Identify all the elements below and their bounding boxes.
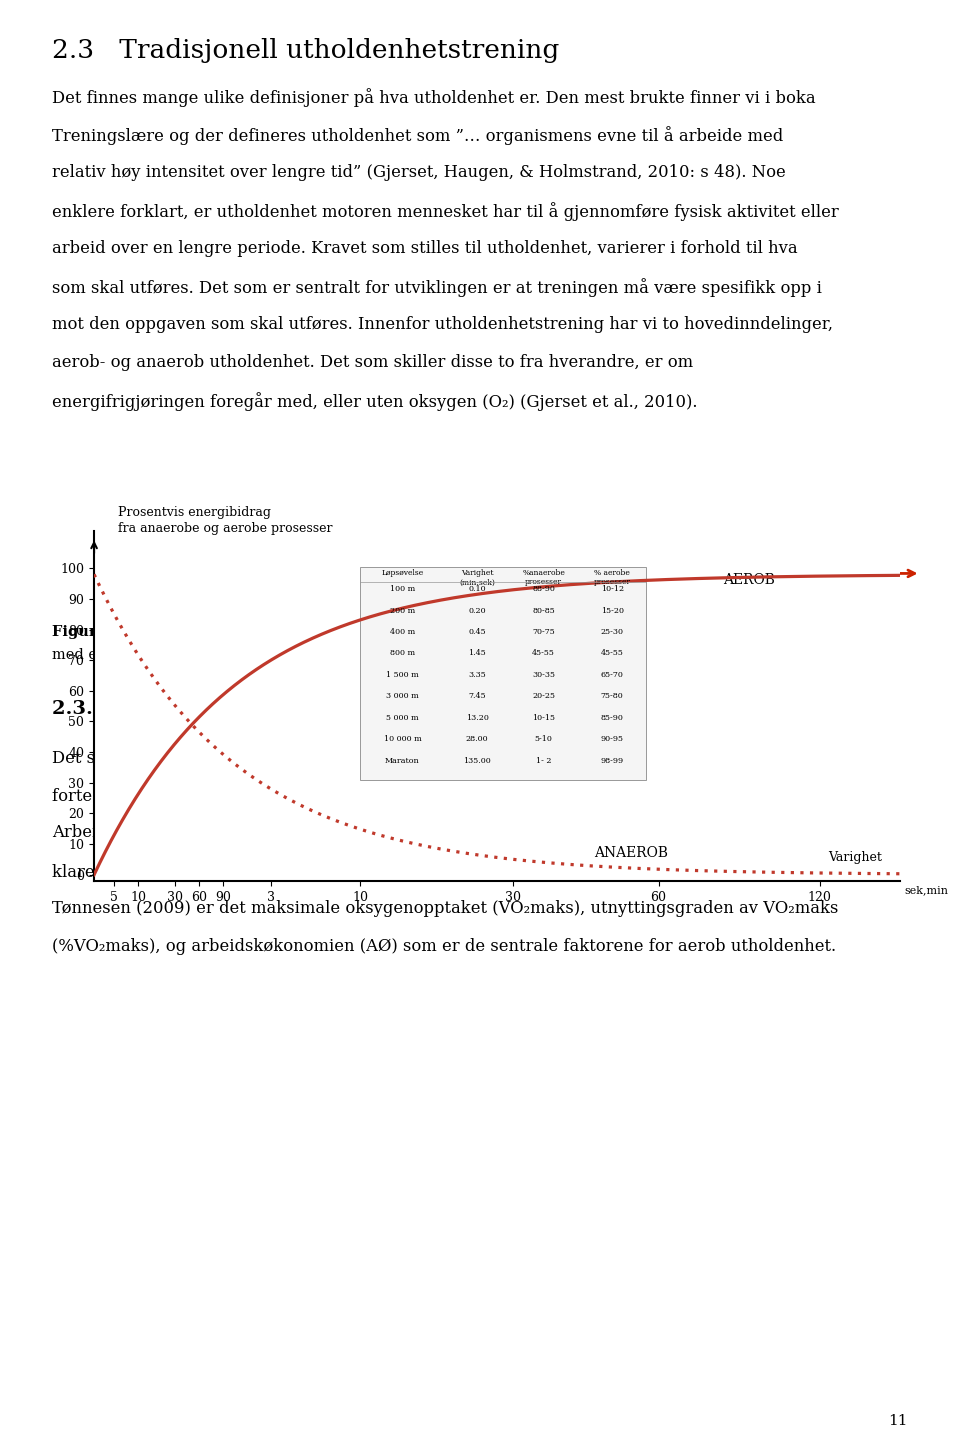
Text: minutter: minutter bbox=[571, 575, 633, 590]
Text: 5-10: 5-10 bbox=[535, 735, 553, 743]
Text: klarer å få tilført nok O₂ til musklene slik at de ikke stivner. I følge doktorg: klarer å få tilført nok O₂ til musklene … bbox=[52, 862, 803, 881]
Text: med en gitt varighet (Gjerset , 1992).: med en gitt varighet (Gjerset , 1992). bbox=[52, 648, 329, 662]
Text: aerob- og anaerob utholdenhet. Det som skiller disse to fra hverandre, er om: aerob- og anaerob utholdenhet. Det som s… bbox=[52, 354, 693, 371]
Text: 75-80: 75-80 bbox=[601, 693, 624, 700]
Text: 98-99: 98-99 bbox=[601, 757, 624, 764]
Text: 28.00: 28.00 bbox=[466, 735, 489, 743]
Text: 20-25: 20-25 bbox=[532, 693, 555, 700]
Text: Det stilles størst krav til utholdenhet innenfor idretter der det handler om å f: Det stilles størst krav til utholdenhet … bbox=[52, 748, 789, 767]
Text: % aerobe
prosesser: % aerobe prosesser bbox=[593, 569, 631, 587]
Text: enklere forklart, er utholdenhet motoren mennesket har til å gjennomføre fysisk : enklere forklart, er utholdenhet motoren… bbox=[52, 202, 839, 221]
Text: 7.45: 7.45 bbox=[468, 693, 486, 700]
Text: 13.20: 13.20 bbox=[466, 713, 489, 722]
Text: fra anaerobe og aerobe prosesser: fra anaerobe og aerobe prosesser bbox=[118, 521, 333, 534]
Text: 0.10: 0.10 bbox=[468, 585, 486, 593]
Text: som skal utføres. Det som er sentralt for utviklingen er at treningen må være sp: som skal utføres. Det som er sentralt fo… bbox=[52, 278, 822, 297]
Text: 10 000 m: 10 000 m bbox=[384, 735, 421, 743]
Text: Løpsøvelse: Løpsøvelse bbox=[381, 569, 423, 577]
Text: Treningslære og der defineres utholdenhet som ”… organismens evne til å arbeide : Treningslære og der defineres utholdenhe… bbox=[52, 127, 783, 146]
Text: 1 500 m: 1 500 m bbox=[386, 671, 419, 678]
Text: mot den oppgaven som skal utføres. Innenfor utholdenhetstrening har vi to hovedi: mot den oppgaven som skal utføres. Innen… bbox=[52, 316, 833, 333]
Text: (%VO₂maks), og arbeidskøkonomien (AØ) som er de sentrale faktorene for aerob uth: (%VO₂maks), og arbeidskøkonomien (AØ) so… bbox=[52, 939, 836, 955]
Text: %anaerobe
prosesser: %anaerobe prosesser bbox=[522, 569, 565, 587]
Text: Varighet: Varighet bbox=[828, 852, 882, 865]
Text: 1- 2: 1- 2 bbox=[536, 757, 551, 764]
Text: 400 m: 400 m bbox=[390, 628, 415, 636]
Text: 85-90: 85-90 bbox=[601, 713, 624, 722]
Text: ANAEROB: ANAEROB bbox=[594, 846, 668, 860]
Text: Varighet
(min:sek): Varighet (min:sek) bbox=[459, 569, 495, 587]
Text: 70-75: 70-75 bbox=[532, 628, 555, 636]
Text: 10-12: 10-12 bbox=[601, 585, 624, 593]
Text: fortest mulig fra start til mål eller der varigheten er mer enn fire til fem min: fortest mulig fra start til mål eller de… bbox=[52, 786, 733, 805]
Text: 10-15: 10-15 bbox=[532, 713, 555, 722]
Text: 45-55: 45-55 bbox=[532, 649, 555, 658]
Text: sekunder: sekunder bbox=[181, 575, 248, 590]
Text: 800 m: 800 m bbox=[390, 649, 415, 658]
Text: Prosentvis energibidrag: Prosentvis energibidrag bbox=[118, 507, 272, 520]
Text: sek,min: sek,min bbox=[904, 885, 948, 895]
Text: 45-55: 45-55 bbox=[601, 649, 624, 658]
Text: 0.45: 0.45 bbox=[468, 628, 486, 636]
Text: 11: 11 bbox=[889, 1414, 908, 1428]
Text: 3.35: 3.35 bbox=[468, 671, 486, 678]
Text: energifrigjøringen foregår med, eller uten oksygen (O₂) (Gjerset et al., 2010).: energifrigjøringen foregår med, eller ut… bbox=[52, 392, 698, 411]
Text: 200 m: 200 m bbox=[390, 607, 415, 614]
Text: 30-35: 30-35 bbox=[532, 671, 555, 678]
Text: Figur 2.1:: Figur 2.1: bbox=[52, 626, 132, 639]
Text: Arbeidsbelastningen i disse idrettene er relativt høy, men er ikke høyere enn at: Arbeidsbelastningen i disse idrettene er… bbox=[52, 824, 792, 842]
Text: 1.45: 1.45 bbox=[468, 649, 486, 658]
Text: Det finnes mange ulike definisjoner på hva utholdenhet er. Den mest brukte finne: Det finnes mange ulike definisjoner på h… bbox=[52, 87, 816, 106]
Text: 25-30: 25-30 bbox=[601, 628, 624, 636]
Text: 90-95: 90-95 bbox=[601, 735, 624, 743]
Text: viser det prosentvise energibidraget fra anaerobe og aerobe prosesser ved maksim: viser det prosentvise energibidraget fra… bbox=[118, 626, 862, 639]
Text: arbeid over en lengre periode. Kravet som stilles til utholdenhet, varierer i fo: arbeid over en lengre periode. Kravet so… bbox=[52, 240, 798, 258]
Text: 15-20: 15-20 bbox=[601, 607, 624, 614]
Text: AEROB: AEROB bbox=[723, 574, 775, 587]
Text: 135.00: 135.00 bbox=[464, 757, 491, 764]
Text: Tønnesen (2009) er det maksimale oksygenopptaket (VO₂maks), utnyttingsgraden av : Tønnesen (2009) er det maksimale oksygen… bbox=[52, 900, 838, 917]
Text: relativ høy intensitet over lengre tid” (Gjerset, Haugen, & Holmstrand, 2010: s : relativ høy intensitet over lengre tid” … bbox=[52, 165, 785, 181]
Text: Maraton: Maraton bbox=[385, 757, 420, 764]
Text: 2.3.1  Aerob utholdenhet: 2.3.1 Aerob utholdenhet bbox=[52, 700, 324, 718]
Text: 65-70: 65-70 bbox=[601, 671, 624, 678]
Text: 3 000 m: 3 000 m bbox=[386, 693, 419, 700]
Text: 80-85: 80-85 bbox=[532, 607, 555, 614]
Text: 2.3   Tradisjonell utholdenhetstrening: 2.3 Tradisjonell utholdenhetstrening bbox=[52, 38, 560, 63]
Text: 0.20: 0.20 bbox=[468, 607, 486, 614]
Text: 100 m: 100 m bbox=[390, 585, 415, 593]
Text: 88-90: 88-90 bbox=[532, 585, 555, 593]
Bar bbox=[360, 566, 646, 780]
Text: 5 000 m: 5 000 m bbox=[386, 713, 419, 722]
